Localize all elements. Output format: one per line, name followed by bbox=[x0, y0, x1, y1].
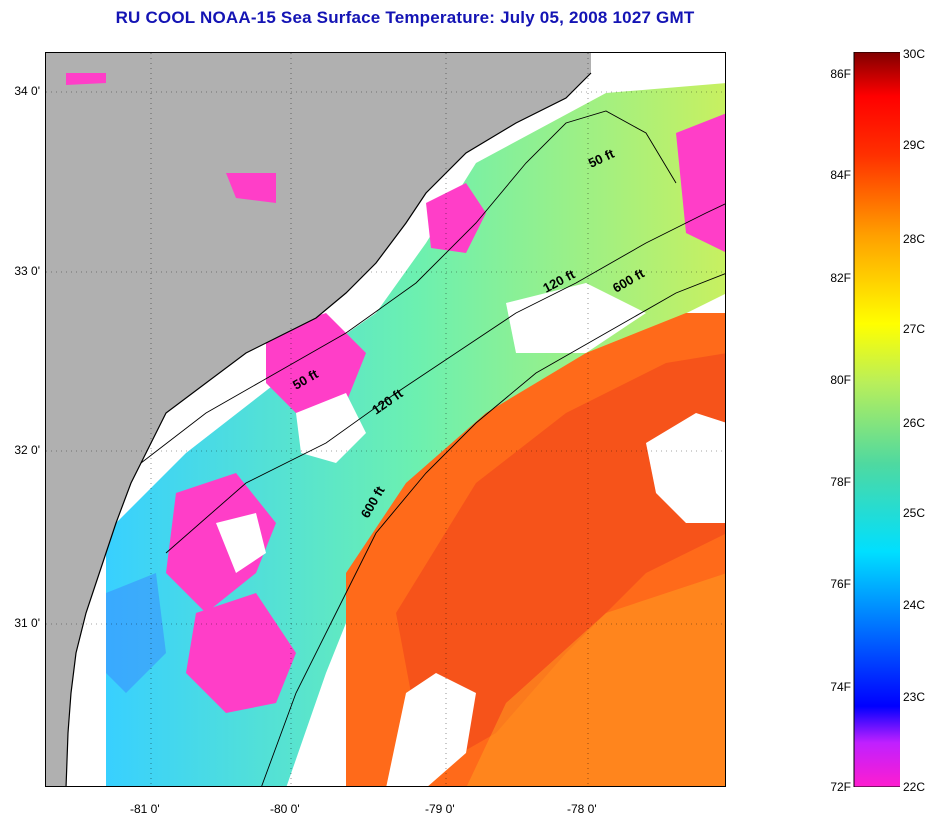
cb-c-25: 25C bbox=[903, 506, 926, 520]
gulf-stream-edge bbox=[466, 573, 725, 786]
cb-c-29: 29C bbox=[903, 138, 926, 152]
cb-f-84: 84F bbox=[830, 168, 851, 182]
cold-water-2 bbox=[186, 593, 296, 713]
cb-f-86: 86F bbox=[830, 67, 851, 81]
isobath-120ft bbox=[165, 203, 725, 554]
isobath-600ft bbox=[261, 273, 725, 786]
cb-f-72: 72F bbox=[830, 780, 851, 794]
cold-water-5 bbox=[676, 113, 725, 253]
cb-f-80: 80F bbox=[830, 373, 851, 387]
map-title: RU COOL NOAA-15 Sea Surface Temperature:… bbox=[115, 8, 695, 27]
cb-f-78: 78F bbox=[830, 475, 851, 489]
cb-c-28: 28C bbox=[903, 232, 926, 246]
lon-label-78: -78 0' bbox=[567, 802, 597, 816]
cold-water-1 bbox=[166, 473, 276, 613]
cb-c-22: 22C bbox=[903, 780, 926, 794]
lon-label-79: -79 0' bbox=[425, 802, 455, 816]
cb-c-26: 26C bbox=[903, 416, 926, 430]
isobath-50ft bbox=[140, 110, 677, 464]
gulf-stream-core bbox=[396, 353, 725, 773]
cloud-patch-2 bbox=[646, 413, 725, 523]
sst-image: 50 ft 120 ft 600 ft 50 ft 120 ft 600 ft bbox=[46, 53, 725, 786]
lat-label-32: 32 0' bbox=[14, 443, 40, 457]
sst-map: 50 ft 120 ft 600 ft 50 ft 120 ft 600 ft bbox=[45, 52, 726, 787]
inland-water-1 bbox=[226, 173, 276, 203]
cb-f-76: 76F bbox=[830, 577, 851, 591]
grid-lines bbox=[46, 53, 725, 786]
cb-f-82: 82F bbox=[830, 271, 851, 285]
cb-c-30: 30C bbox=[903, 47, 926, 61]
cb-c-24: 24C bbox=[903, 598, 926, 612]
cloud-patch-5 bbox=[216, 513, 266, 573]
coastline bbox=[65, 72, 592, 786]
colorbar-gradient bbox=[853, 52, 900, 787]
cb-f-74: 74F bbox=[830, 680, 851, 694]
lon-label-80: -80 0' bbox=[270, 802, 300, 816]
cb-c-23: 23C bbox=[903, 690, 926, 704]
land bbox=[46, 53, 591, 786]
lat-label-31: 31 0' bbox=[14, 616, 40, 630]
cold-water-4 bbox=[426, 183, 486, 253]
lon-label-81: -81 0' bbox=[130, 802, 160, 816]
lat-label-33: 33 0' bbox=[14, 264, 40, 278]
cb-c-27: 27C bbox=[903, 322, 926, 336]
inland-water-2 bbox=[66, 73, 106, 85]
cloud-patch-1 bbox=[386, 673, 476, 786]
lat-label-34: 34 0' bbox=[14, 84, 40, 98]
colorbar bbox=[853, 52, 900, 787]
cloud-patch-4 bbox=[296, 393, 366, 463]
